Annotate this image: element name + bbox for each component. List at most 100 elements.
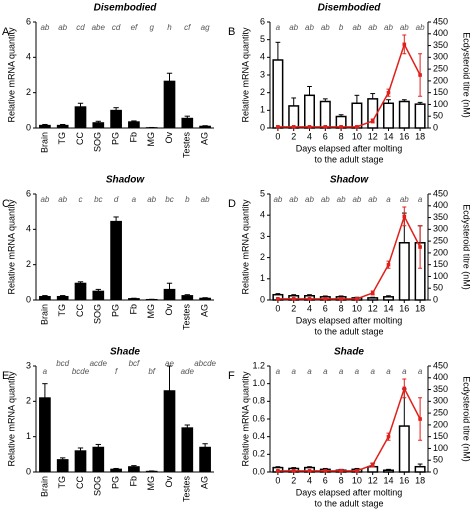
x-tick-label: MG — [146, 476, 156, 491]
significance-letter: c — [79, 195, 83, 204]
x-tick-label: PG — [110, 132, 120, 145]
significance-letter: g — [149, 23, 154, 32]
titre-point — [339, 125, 343, 129]
x-tick-label: 10 — [352, 303, 362, 313]
bar — [383, 469, 394, 473]
bar — [414, 465, 426, 473]
significance-letter: ab — [58, 195, 67, 204]
titre-point — [307, 469, 312, 473]
x-axis-label: Days elapsed after molting — [296, 315, 403, 325]
significance-letter: abcde — [194, 359, 216, 368]
x-axis-label: to the adult stage — [314, 326, 383, 336]
bar — [367, 98, 379, 129]
bar — [181, 427, 194, 473]
bar — [92, 122, 105, 129]
x-tick-label: 10 — [352, 131, 362, 141]
significance-letter: ab — [321, 23, 330, 32]
chart-title: Shadow — [106, 175, 146, 186]
significance-letter: ab — [40, 195, 49, 204]
bar — [163, 390, 176, 473]
y-tick-label: 0 — [26, 294, 31, 304]
bar — [74, 450, 87, 473]
y-tick-label: 1.0 — [252, 378, 265, 388]
y-tick-label: 3 — [260, 231, 265, 241]
y-tick-label: 6 — [26, 188, 31, 198]
titre-point — [307, 297, 312, 301]
significance-letter: b — [339, 23, 344, 32]
significance-letter: bc — [165, 195, 173, 204]
y-tick-label: 0.8 — [252, 396, 265, 406]
x-tick-label: Fb — [128, 132, 138, 143]
significance-letter: acde — [90, 359, 108, 368]
bar — [383, 296, 394, 301]
significance-letter: bc — [94, 195, 102, 204]
significance-letter: ef — [131, 23, 138, 32]
panel: A Disembodied Relative mRNA quantity 0 2 4 6 Br… — [2, 3, 214, 158]
significance-letter: ab — [368, 195, 377, 204]
significance-letter: a — [355, 367, 360, 376]
y2-tick-label: 150 — [433, 259, 448, 269]
significance-letter: bf — [148, 367, 155, 376]
bar — [367, 465, 379, 473]
x-tick-label: SOG — [93, 476, 103, 496]
significance-letter: a — [386, 367, 391, 376]
y2-tick-label: 0 — [433, 122, 438, 132]
y-tick-label: 3 — [26, 360, 31, 370]
panel-letter: E — [2, 370, 9, 382]
x-tick-label: 0 — [275, 303, 280, 313]
y-axis-label: Relative mRNA quantity — [240, 199, 250, 295]
x-axis-label: Days elapsed after molting — [296, 143, 403, 153]
bar — [74, 282, 87, 301]
y-tick-label: 0.4 — [252, 431, 265, 441]
titre-line — [277, 214, 421, 300]
significance-letter: ab — [58, 23, 67, 32]
titre-point — [370, 119, 375, 123]
x-tick-label: 14 — [383, 475, 393, 485]
x-tick-label: 16 — [399, 303, 409, 313]
titre-point — [307, 125, 312, 129]
significance-letter: a — [339, 367, 344, 376]
x-tick-label: 2 — [291, 131, 296, 141]
y2-tick-label: 450 — [433, 16, 448, 26]
titre-point — [402, 42, 407, 47]
titre-point — [418, 417, 422, 421]
bar — [398, 242, 410, 301]
x-tick-label: Ov — [164, 304, 174, 316]
significance-letter: a — [307, 367, 312, 376]
panel-letter: D — [228, 198, 236, 210]
x-tick-label: 4 — [307, 303, 312, 313]
x-tick-label: TG — [57, 304, 67, 317]
significance-letter: a — [276, 367, 281, 376]
bar — [56, 459, 69, 473]
significance-letter: h — [167, 23, 172, 32]
bar — [128, 298, 140, 301]
significance-letter: bcf — [129, 359, 140, 368]
x-tick-label: 0 — [275, 475, 280, 485]
x-tick-label: PG — [110, 304, 120, 317]
titre-point — [355, 469, 359, 473]
y-axis-label: Relative mRNA quantity — [6, 27, 16, 123]
x-tick-label: Testes — [182, 304, 192, 331]
titre-point — [386, 262, 391, 267]
significance-letter: ab — [352, 23, 361, 32]
significance-letter: ab — [305, 195, 314, 204]
x-tick-label: 12 — [368, 131, 378, 141]
y-tick-label: 0 — [26, 466, 31, 476]
x-tick-label: 16 — [399, 131, 409, 141]
titre-point — [339, 297, 343, 301]
significance-letter: b — [185, 195, 190, 204]
significance-letter: f — [115, 367, 118, 376]
y2-tick-label: 200 — [433, 419, 448, 429]
significance-letter: ab — [40, 23, 49, 32]
titre-point — [370, 291, 375, 295]
bar — [92, 446, 105, 473]
y-tick-label: 4 — [26, 52, 31, 62]
y-axis-label: Relative mRNA quantity — [240, 371, 250, 467]
x-tick-label: SOG — [93, 132, 103, 152]
y2-tick-label: 350 — [433, 40, 448, 50]
y2-tick-label: 450 — [433, 360, 448, 370]
y2-tick-label: 300 — [433, 224, 448, 234]
titre-point — [355, 297, 359, 301]
y-axis-label: Relative mRNA quantity — [240, 27, 250, 123]
